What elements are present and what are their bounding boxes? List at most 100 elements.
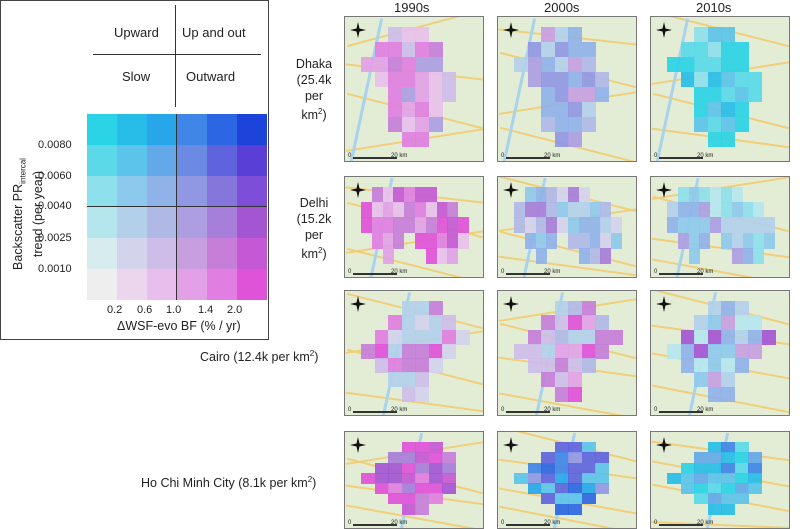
map-grid-cell	[428, 493, 443, 505]
map-grid-cell	[600, 202, 612, 219]
north-arrow-icon	[656, 296, 672, 312]
map-grid-cell	[415, 386, 429, 402]
legend-swatch	[117, 238, 147, 269]
map-grid-cell	[415, 493, 429, 505]
map-grid-cell	[527, 462, 542, 474]
map-grid-cell	[731, 202, 743, 219]
map-grid-cell	[581, 72, 596, 87]
map-grid-cell	[707, 483, 722, 495]
map-grid-cell	[764, 217, 776, 234]
map-grid-cell	[680, 72, 695, 87]
map-grid-cell	[721, 57, 735, 72]
map-grid-cell	[721, 503, 735, 515]
map-grid-cell	[680, 329, 695, 345]
quadrant-up-and-out: Up and out	[182, 25, 246, 40]
x-tick: 1.4	[198, 304, 214, 316]
map-grid-cell	[589, 247, 601, 264]
map-grid-cell	[415, 452, 429, 464]
map-grid-cell	[428, 442, 443, 453]
map-grid-cell	[721, 87, 735, 102]
map-grid-cell	[404, 187, 416, 203]
map-grid-cell	[371, 217, 383, 234]
map-grid-cell	[581, 315, 596, 331]
map-grid-cell	[581, 452, 596, 464]
legend-swatch	[207, 238, 237, 269]
map-grid-cell	[734, 72, 749, 87]
map-grid-cell	[447, 202, 459, 219]
scale-zero-label: 0	[654, 153, 658, 159]
map-grid-cell	[415, 217, 426, 234]
map-grid-cell	[374, 57, 389, 72]
map-grid-cell	[694, 452, 708, 464]
map-grid-cell	[541, 117, 555, 132]
scale-bar	[353, 524, 397, 526]
map-grid-cell	[425, 232, 437, 249]
map-grid-cell	[514, 217, 525, 234]
map-grid-cell	[742, 247, 754, 264]
map-grid-cell	[707, 503, 722, 515]
north-arrow-icon	[503, 22, 519, 38]
x-tick: 2.0	[227, 304, 243, 316]
map-grid-cell	[694, 372, 708, 388]
map-grid-cell	[710, 217, 722, 234]
scale-bar	[659, 157, 703, 159]
map-grid-cell	[734, 117, 749, 132]
legend-swatch	[147, 145, 177, 176]
map-panel-cairo-2000s: 0 20 km	[497, 290, 637, 416]
map-grid-cell	[527, 329, 542, 345]
map-grid-cell	[415, 232, 426, 249]
map-grid-cell	[707, 343, 722, 359]
map-grid-cell	[578, 217, 590, 234]
map-grid-cell	[428, 87, 443, 102]
map-grid-cell	[721, 232, 732, 249]
map-grid-cell	[595, 472, 609, 484]
map-grid-cell	[721, 343, 735, 359]
map-grid-cell	[514, 472, 528, 484]
map-grid-cell	[721, 472, 735, 484]
map-grid-cell	[734, 493, 749, 505]
map-grid-cell	[589, 217, 601, 234]
map-grid-cell	[554, 386, 569, 402]
map-panel-hcmc-1990s: 0 20 km	[344, 431, 484, 529]
map-grid-cell	[581, 472, 596, 484]
map-grid-cell	[388, 372, 402, 388]
map-grid-cell	[680, 472, 695, 484]
map-grid-cell	[748, 462, 762, 474]
x-tick: 0.6	[137, 304, 153, 316]
map-road	[651, 258, 789, 277]
map-grid-cell	[581, 102, 596, 117]
legend-swatch	[207, 269, 237, 300]
map-grid-cell	[447, 247, 459, 264]
map-grid-cell	[568, 102, 582, 117]
map-grid-cell	[734, 87, 749, 102]
legend-grid-divider-h	[87, 206, 267, 207]
map-grid-cell	[361, 57, 375, 72]
map-grid-cell	[554, 483, 569, 495]
map-grid-cell	[568, 87, 582, 102]
map-grid-cell	[688, 247, 700, 264]
map-grid-cell	[611, 217, 623, 234]
map-grid-cell	[404, 217, 416, 234]
map-grid-cell	[694, 42, 708, 57]
map-grid-cell	[388, 315, 402, 331]
map-grid-cell	[428, 117, 443, 132]
map-grid-cell	[677, 217, 689, 234]
map-grid-cell	[694, 483, 708, 495]
map-panel-dhaka-2010s: 0 20 km	[650, 16, 790, 162]
map-grid-cell	[734, 343, 749, 359]
map-grid-cell	[677, 187, 689, 203]
map-grid-cell	[707, 42, 722, 57]
map-panel-cairo-1990s: 0 20 km	[344, 290, 484, 416]
map-grid-cell	[541, 358, 555, 374]
map-grid-cell	[371, 202, 383, 219]
map-grid-cell	[428, 42, 443, 57]
map-grid-cell	[742, 202, 754, 219]
map-grid-cell	[595, 315, 609, 331]
map-grid-cell	[401, 57, 416, 72]
map-grid-cell	[734, 301, 749, 316]
legend-swatch	[87, 269, 117, 300]
map-grid-cell	[761, 329, 776, 345]
map-grid-cell	[707, 493, 722, 505]
quadrant-divider-horizontal	[93, 54, 261, 55]
